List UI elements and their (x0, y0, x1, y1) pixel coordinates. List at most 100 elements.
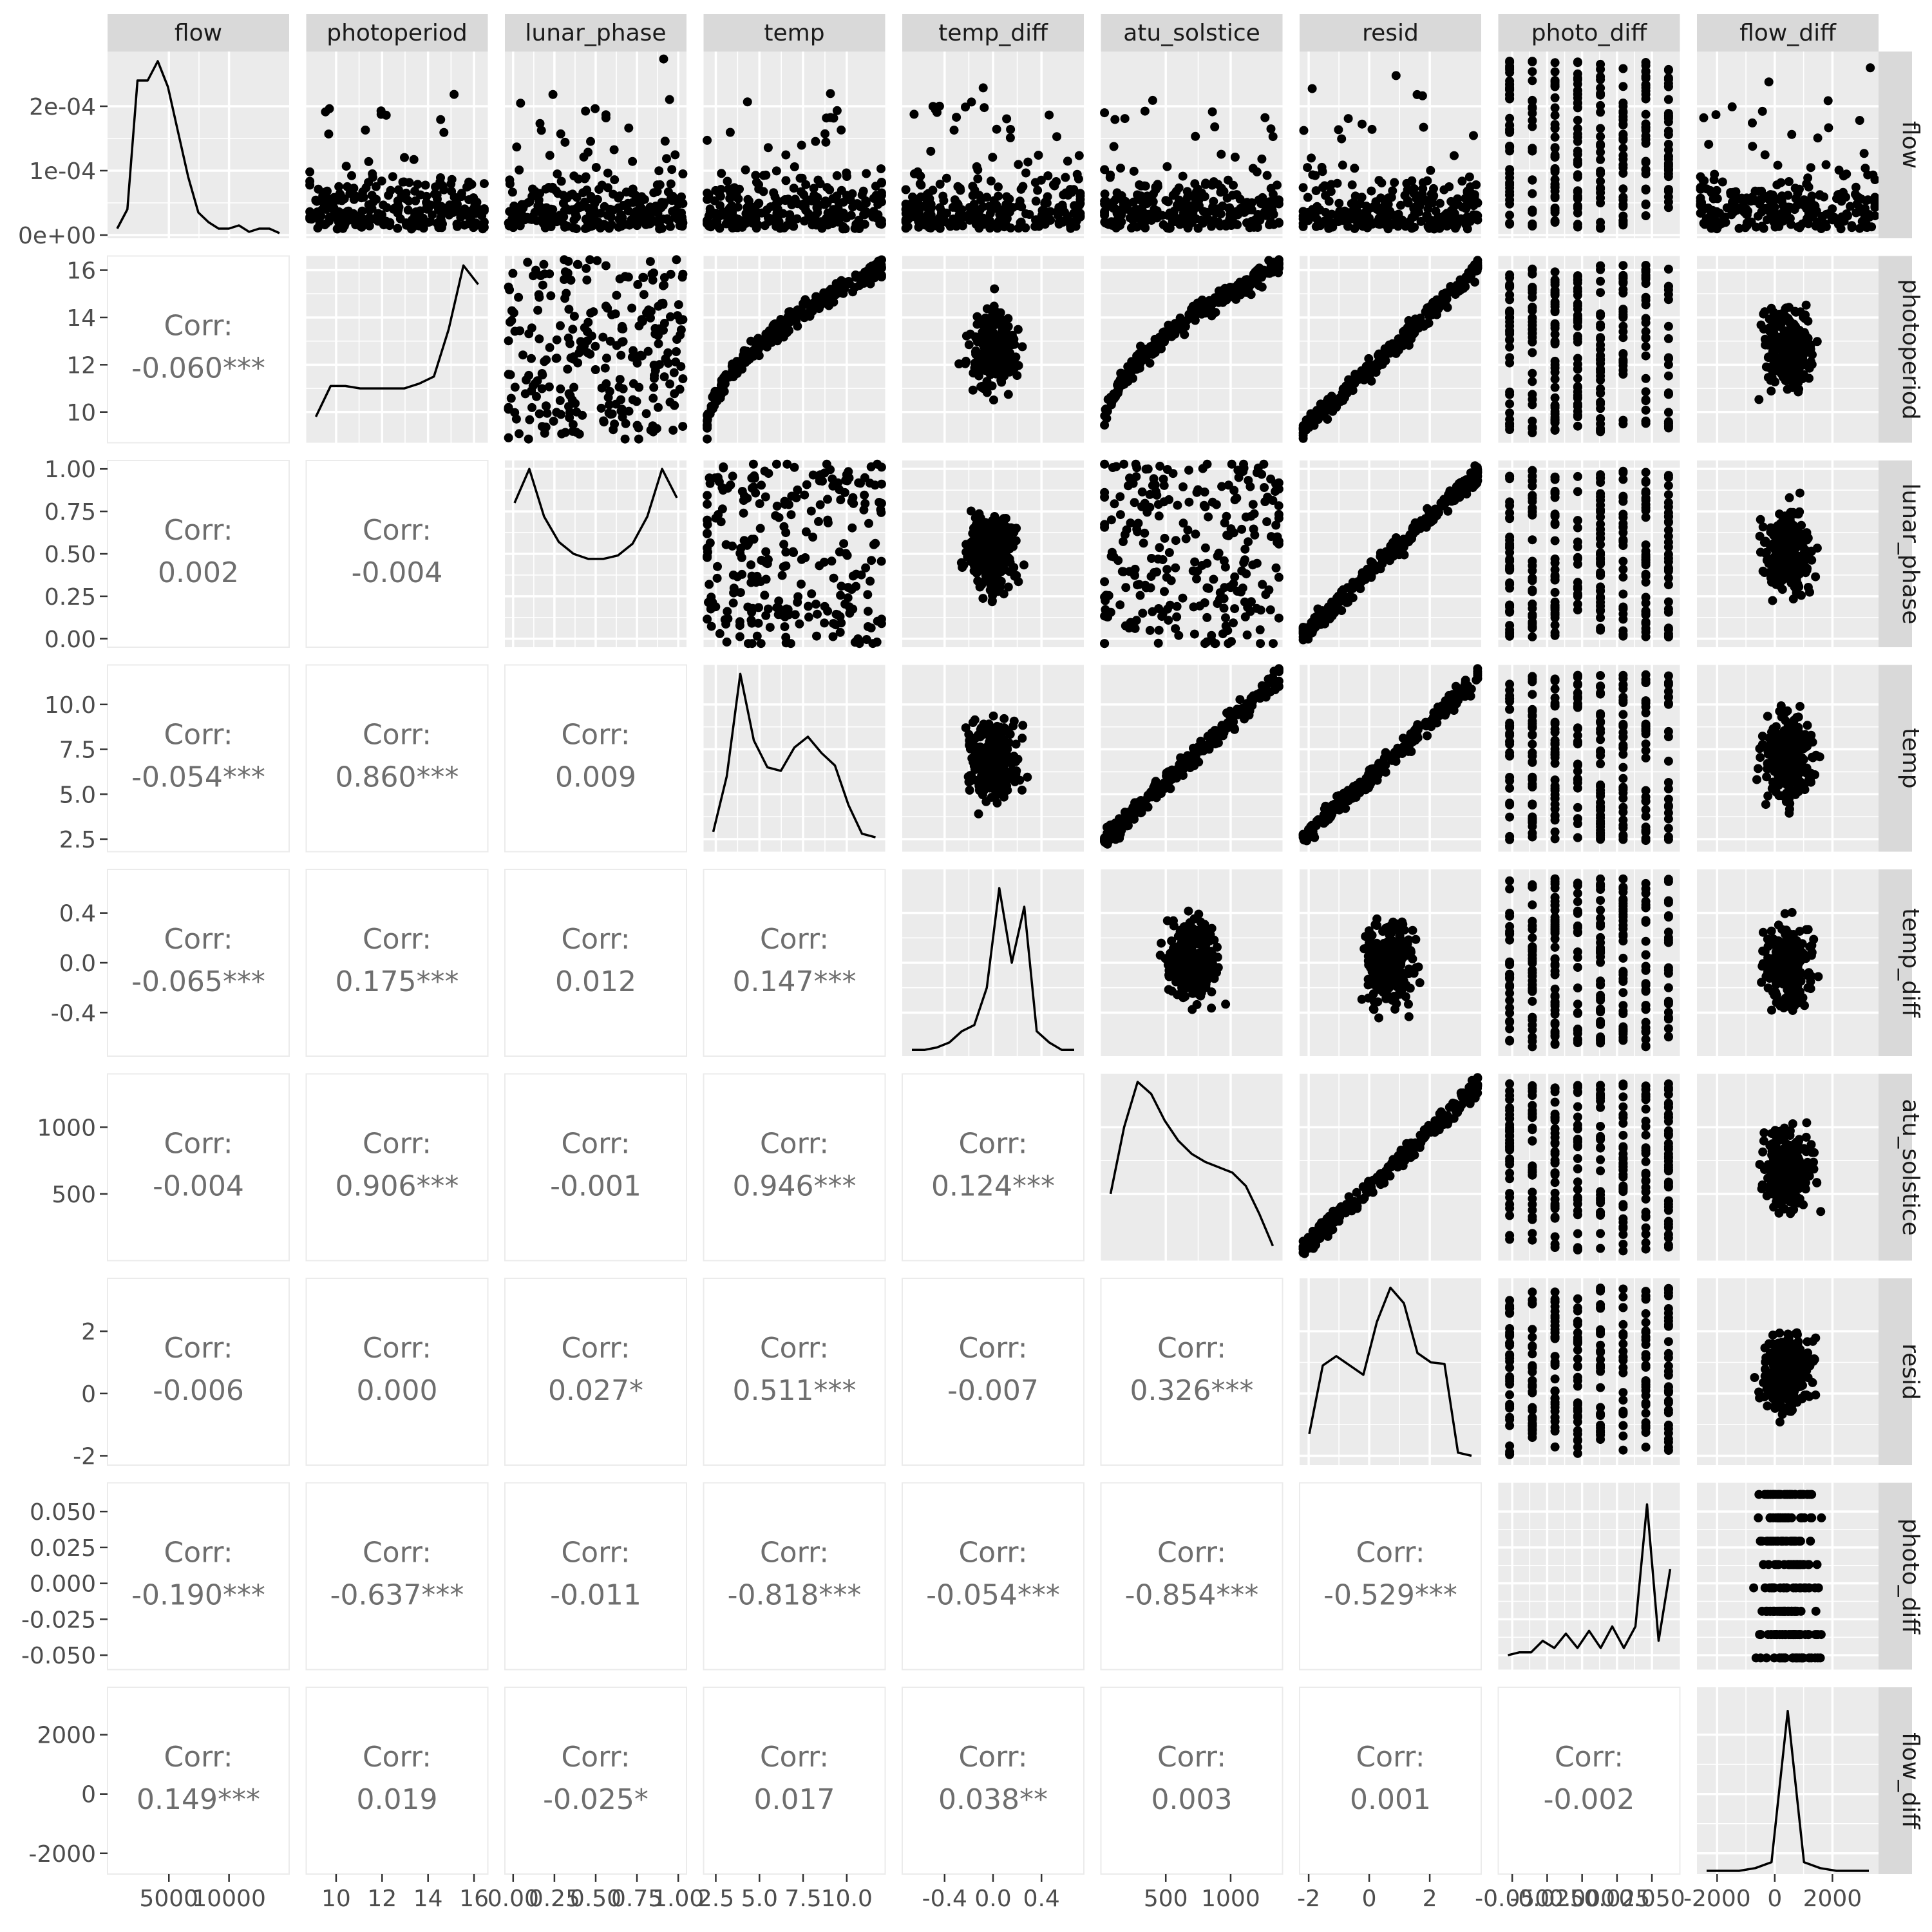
data-point (654, 166, 664, 176)
data-point (1528, 67, 1537, 77)
data-point (972, 162, 981, 171)
panel-lunar_phase-flow: Corr:0.002 (107, 460, 290, 648)
data-point (539, 260, 549, 269)
data-point (949, 126, 959, 135)
data-point (762, 205, 772, 214)
data-point (1303, 163, 1312, 173)
data-point (706, 401, 716, 411)
data-point (1153, 182, 1162, 191)
data-point (725, 194, 735, 204)
data-point (823, 495, 832, 504)
data-point (444, 210, 454, 220)
data-point (1350, 164, 1359, 173)
data-point (1795, 184, 1804, 194)
data-point (1596, 100, 1605, 110)
data-point (305, 167, 315, 176)
data-point (862, 207, 871, 216)
data-point (1457, 176, 1467, 186)
data-point (645, 257, 655, 267)
data-point (1550, 193, 1560, 202)
data-point (1104, 591, 1113, 600)
data-point (988, 153, 998, 162)
data-point (1145, 502, 1155, 512)
data-point (541, 218, 551, 227)
panel-photoperiod-photo_diff (1498, 256, 1680, 443)
data-point (1528, 325, 1537, 334)
data-point (1218, 629, 1227, 639)
data-point (556, 410, 565, 419)
data-point (1505, 125, 1515, 134)
data-point (1110, 204, 1119, 213)
data-point (829, 214, 838, 223)
data-point (1207, 206, 1217, 216)
data-point (703, 194, 712, 204)
data-point (609, 145, 619, 155)
data-point (1222, 511, 1231, 521)
data-point (677, 272, 687, 282)
panel-photoperiod-atu_solstice (1100, 255, 1283, 443)
data-point (1550, 67, 1560, 77)
data-point (1824, 123, 1833, 133)
data-point (1528, 175, 1537, 185)
data-point (1267, 205, 1277, 215)
data-point (659, 319, 669, 328)
data-point (437, 223, 446, 232)
data-point (1262, 517, 1272, 527)
data-point (1839, 187, 1848, 197)
data-point (403, 205, 413, 215)
data-point (1528, 400, 1537, 410)
data-point (1573, 158, 1582, 167)
data-point (678, 169, 688, 178)
data-point (829, 298, 838, 307)
data-point (979, 220, 989, 229)
data-point (1641, 265, 1651, 275)
data-point (1222, 193, 1232, 203)
data-point (935, 180, 945, 189)
data-point (605, 204, 615, 214)
data-point (1171, 563, 1180, 573)
data-point (846, 211, 856, 220)
data-point (752, 178, 761, 187)
data-point (556, 129, 565, 138)
data-point (596, 403, 606, 413)
data-point (842, 191, 851, 200)
data-point (518, 204, 528, 213)
data-point (786, 510, 796, 520)
data-point (1663, 95, 1673, 104)
data-point (1410, 314, 1420, 324)
data-point (1132, 616, 1141, 625)
data-point (1132, 362, 1141, 372)
data-point (1440, 211, 1450, 220)
data-point (535, 118, 545, 128)
data-point (649, 393, 658, 403)
data-point (1260, 497, 1270, 506)
data-point (1159, 220, 1168, 229)
data-point (973, 551, 983, 561)
data-point (1159, 475, 1168, 484)
data-point (1113, 556, 1123, 565)
data-point (379, 200, 388, 210)
data-point (1252, 603, 1262, 613)
data-point (1465, 216, 1475, 226)
data-point (961, 102, 970, 112)
data-point (1550, 166, 1560, 175)
data-point (324, 129, 334, 139)
data-point (725, 128, 735, 137)
data-point (996, 320, 1005, 330)
data-point (358, 214, 368, 223)
data-point (1781, 205, 1790, 215)
data-point (1550, 290, 1560, 300)
data-point (668, 207, 677, 216)
data-point (1021, 223, 1030, 232)
data-point (718, 381, 728, 390)
data-point (1766, 386, 1776, 396)
data-point (668, 191, 677, 201)
data-point (1187, 304, 1197, 314)
data-point (1262, 171, 1272, 180)
data-point (600, 363, 610, 373)
data-point (1177, 218, 1186, 228)
data-point (1550, 144, 1560, 153)
data-point (1663, 203, 1673, 213)
data-point (1156, 339, 1166, 348)
